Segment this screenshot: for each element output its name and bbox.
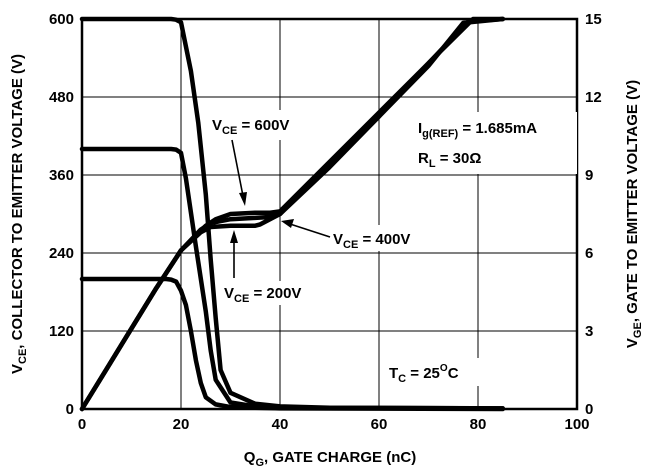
y-tick-label-left: 240: [49, 245, 74, 262]
y-tick-label-left: 480: [49, 89, 74, 106]
plot-frame: [80, 17, 579, 411]
x-tick-label: 40: [272, 416, 289, 433]
y-axis-left-title: VCE, COLLECTOR TO EMITTER VOLTAGE (V): [9, 54, 29, 374]
iref-label: Ig(REF) = 1.685mA: [418, 120, 537, 140]
rl-label: RL = 30Ω: [418, 150, 481, 170]
y-tick-label-right: 15: [585, 11, 602, 28]
vce-curve-0: [79, 16, 506, 411]
vce-curve-2: [79, 276, 506, 412]
y-tick-label-right: 6: [585, 245, 593, 262]
y-tick-label-right: 0: [585, 401, 593, 418]
vge-curve-3: [79, 16, 506, 412]
y-tick-label-left: 600: [49, 11, 74, 28]
curve-layer: [79, 16, 506, 412]
x-tick-label: 100: [564, 416, 589, 433]
pointer-200: [230, 230, 238, 278]
x-tick-label: 20: [173, 416, 190, 433]
pointer-400: [281, 219, 331, 238]
vge-curve-5: [79, 16, 506, 412]
grid-layer: [82, 19, 577, 409]
y-tick-label-right: 12: [585, 89, 602, 106]
tc-label: TC = 25OC: [389, 363, 459, 385]
x-tick-label: 80: [470, 416, 487, 433]
y-tick-label-left: 0: [66, 401, 74, 418]
vce-200-label: VCE = 200V: [224, 285, 301, 305]
x-tick-label: 60: [371, 416, 388, 433]
annotation-bg-iref: [413, 112, 577, 174]
annotation-bg-tc: [384, 358, 480, 386]
y-tick-label-right: 3: [585, 323, 593, 340]
annotation-bg-600: [204, 110, 338, 140]
y-tick-label-left: 360: [49, 167, 74, 184]
x-axis-title: QG, GATE CHARGE (nC): [244, 449, 416, 468]
annotation-bg-400: [321, 225, 437, 251]
vce-400-label: VCE = 400V: [333, 231, 410, 251]
vce-600-label: VCE = 600V: [212, 117, 289, 137]
y-axis-right-title: VGE, GATE TO EMITTER VOLTAGE (V): [624, 80, 644, 348]
pointer-600: [231, 139, 247, 206]
vge-curve-4: [79, 16, 506, 412]
y-tick-label-left: 120: [49, 323, 74, 340]
y-tick-label-right: 9: [585, 167, 593, 184]
x-tick-label: 0: [78, 416, 86, 433]
annotation-bg-200: [218, 281, 330, 305]
